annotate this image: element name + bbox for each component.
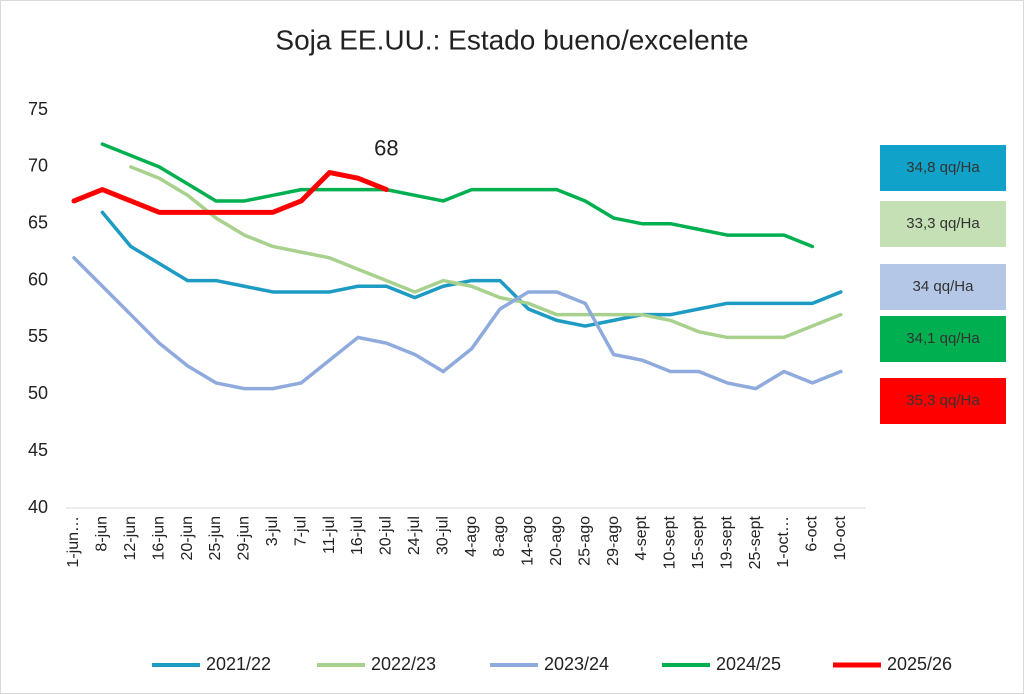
- x-tick-label: 19-sept: [718, 515, 735, 569]
- yield-label: 35,3 qq/Ha: [906, 392, 980, 409]
- x-tick-label: 8-jun: [94, 516, 111, 552]
- legend-label: 2025/26: [887, 654, 952, 674]
- x-tick-label: 12-jun: [122, 516, 139, 560]
- yield-box: [880, 378, 1006, 424]
- annotation: 68: [374, 135, 398, 160]
- x-tick-label: 30-jul: [434, 516, 451, 555]
- y-tick-label: 40: [28, 497, 48, 517]
- x-tick-label: 20-jul: [378, 516, 395, 555]
- yield-box: [880, 264, 1006, 310]
- y-tick-label: 45: [28, 440, 48, 460]
- yield-box: [880, 145, 1006, 191]
- x-tick-label: 29-jun: [236, 516, 253, 560]
- y-tick-label: 50: [28, 383, 48, 403]
- chart-title: Soja EE.UU.: Estado bueno/excelente: [275, 24, 748, 55]
- x-tick-label: 24-jul: [406, 516, 423, 555]
- x-tick-label: 25-sept: [747, 515, 764, 569]
- x-tick-label: 8-ago: [491, 516, 508, 557]
- x-tick-label: 7-jul: [292, 516, 309, 546]
- x-tick-label: 25-jun: [207, 516, 224, 560]
- x-tick-label: 16-jun: [150, 516, 167, 560]
- yield-label: 34,1 qq/Ha: [906, 330, 980, 347]
- x-tick-label: 25-ago: [576, 516, 593, 566]
- yield-label: 34 qq/Ha: [913, 278, 975, 295]
- series-line: [71, 170, 389, 215]
- yield-label: 33,3 qq/Ha: [906, 215, 980, 232]
- yield-box: [880, 201, 1006, 247]
- legend-label: 2022/23: [371, 654, 436, 674]
- series-line: [100, 210, 843, 328]
- x-tick-label: 4-ago: [463, 516, 480, 557]
- series-line: [100, 142, 815, 249]
- legend-label: 2023/24: [544, 654, 609, 674]
- legend-label: 2024/25: [716, 654, 781, 674]
- legend-label: 2021/22: [206, 654, 271, 674]
- x-tick-label: 20-ago: [548, 516, 565, 566]
- series-line: [129, 165, 843, 340]
- x-tick-label: 16-jul: [349, 516, 366, 555]
- y-tick-label: 60: [28, 269, 48, 289]
- y-tick-label: 75: [28, 99, 48, 119]
- x-tick-label: 6-oct: [804, 515, 821, 551]
- x-tick-label: 15-sept: [690, 515, 707, 569]
- y-tick-label: 65: [28, 212, 48, 232]
- yield-label: 34,8 qq/Ha: [906, 159, 980, 176]
- x-tick-label: 4-sept: [633, 515, 650, 560]
- x-tick-label: 1-jun…: [65, 516, 82, 568]
- x-tick-label: 3-jul: [264, 516, 281, 546]
- series-line: [72, 256, 843, 391]
- y-tick-label: 55: [28, 326, 48, 346]
- yield-box: [880, 316, 1006, 362]
- x-tick-label: 20-jun: [179, 516, 196, 560]
- x-tick-label: 1-oct…: [775, 516, 792, 568]
- x-tick-label: 10-sept: [662, 515, 679, 569]
- x-tick-label: 14-ago: [520, 516, 537, 566]
- x-tick-label: 10-oct: [832, 515, 849, 560]
- y-tick-label: 70: [28, 156, 48, 176]
- x-tick-label: 29-ago: [605, 516, 622, 566]
- x-tick-label: 11-jul: [321, 516, 338, 554]
